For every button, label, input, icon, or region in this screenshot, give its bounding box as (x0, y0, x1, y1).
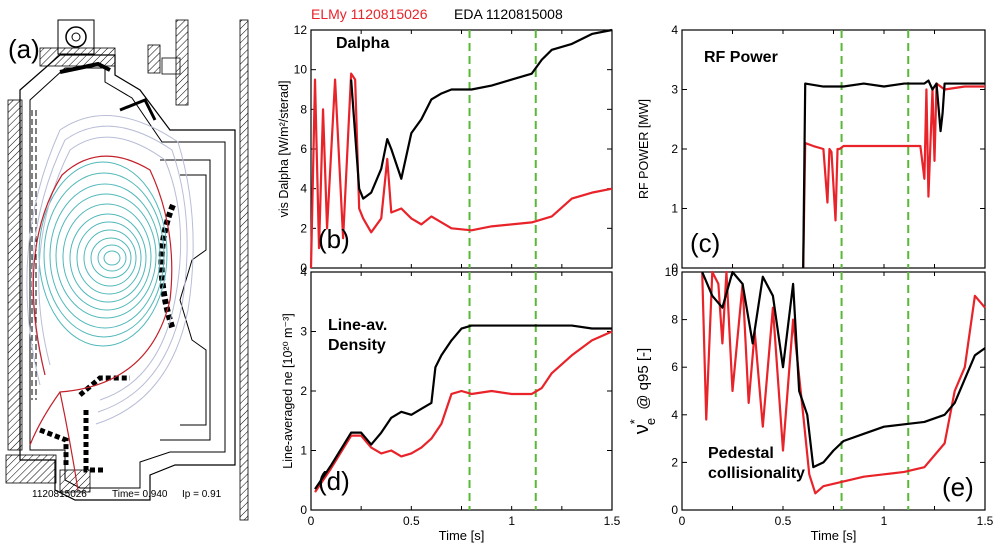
y-tick-label: 2 (300, 221, 307, 235)
y-tick-label: 1 (300, 444, 307, 458)
series-line-eda (802, 79, 985, 269)
x-tick-label: 0.5 (775, 514, 792, 528)
y-tick-label: 8 (300, 102, 307, 116)
y-tick-label: 8 (671, 313, 678, 327)
legend-eda: EDA 1120815008 (454, 6, 563, 22)
series-line-eda (701, 270, 986, 469)
series-line-eda (350, 28, 613, 200)
y-tick-label: 4 (671, 23, 678, 37)
y-axis-label: Line-averaged ne [10²⁰ m⁻³] (281, 313, 295, 468)
y-tick-label: 10 (294, 63, 308, 77)
x-tick-label: 1 (508, 514, 515, 528)
panel-title: Pedestal (708, 445, 774, 462)
y-tick-label: 1 (671, 202, 678, 216)
y-axis-label-symbol: ν (631, 424, 653, 434)
y-tick-label: 12 (294, 23, 308, 37)
y-tick-label: 4 (300, 265, 307, 279)
y-tick-label: 3 (671, 83, 678, 97)
y-tick-label: 2 (671, 455, 678, 469)
y-tick-label: 2 (671, 142, 678, 156)
y-tick-label: 4 (300, 182, 307, 196)
panel-a-ip-label: Ip = 0.91 (182, 489, 222, 500)
x-tick-label: 1.5 (977, 514, 994, 528)
panel-title: Line-av. (328, 317, 387, 334)
x-tick-label: 1.5 (604, 514, 621, 528)
y-tick-label: 2 (300, 384, 307, 398)
y-tick-label: 0 (300, 503, 307, 517)
y-tick-label: 0 (300, 261, 307, 275)
y-tick-label: 6 (300, 142, 307, 156)
x-tick-label: 0 (308, 514, 315, 528)
x-tick-label: 1 (881, 514, 888, 528)
tokamak-cross-section: (a) 1120815026 Time= 0.940 Ip = 0.91 (5, 19, 249, 521)
y-axis-label: ν*e @ q95 [-] (627, 348, 658, 434)
y-tick-label: 6 (671, 360, 678, 374)
y-axis-label-sub: e (643, 418, 658, 425)
y-axis-label-tail: @ q95 [-] (635, 348, 652, 414)
y-axis-label: RF POWER [MW] (637, 99, 651, 199)
panel-title: Density (328, 337, 386, 354)
y-tick-label: 0 (671, 261, 678, 275)
panel-a-letter: (a) (8, 34, 40, 64)
chart-panel-density: 0 1 2 3 4 0 0.5 1 1.5 Time [s] Line-av. Density (d) L… (281, 265, 621, 543)
legend-elmy: ELMy 1120815026 (311, 6, 428, 22)
panel-title: Dalpha (336, 35, 389, 52)
chart-panel-rf-power: 0 1 2 3 4 RF Power (c) RF POWER [MW] (637, 23, 986, 275)
y-axis-label-sup: * (627, 419, 642, 424)
panel-letter: (c) (690, 228, 720, 258)
y-tick-label: 4 (671, 408, 678, 422)
series-line-elmy (802, 82, 985, 269)
y-tick-label: 0 (671, 503, 678, 517)
x-axis-label: Time [s] (811, 528, 857, 543)
panel-letter: (e) (942, 472, 974, 502)
y-axis-label: vis Dalpha [W/m²/sterad] (277, 81, 291, 218)
panel-a-shot-label: 1120815026 (32, 489, 87, 500)
panel-title: collisionality (708, 465, 805, 482)
x-tick-label: 0.5 (403, 514, 420, 528)
series-line-elmy (314, 330, 613, 493)
y-tick-label: 10 (665, 265, 679, 279)
x-axis-label: Time [s] (439, 528, 485, 543)
chart-panel-collisionality: 0 2 4 6 8 10 0 0.5 1 1.5 Time [s] Pedestal collision… (627, 265, 994, 543)
panel-a-time-label: Time= 0.940 (112, 489, 168, 500)
panel-letter: (d) (318, 466, 350, 496)
x-tick-label: 0 (679, 514, 686, 528)
series-line-eda (314, 324, 612, 490)
series-line-elmy (309, 72, 613, 269)
y-tick-label: 3 (300, 325, 307, 339)
panel-letter: (b) (318, 224, 350, 254)
panel-title: RF Power (704, 49, 778, 66)
chart-panel-dalpha: 0 2 4 6 8 10 12 Dalpha (b) vis Dalpha [W/m²/stera… (277, 23, 613, 275)
